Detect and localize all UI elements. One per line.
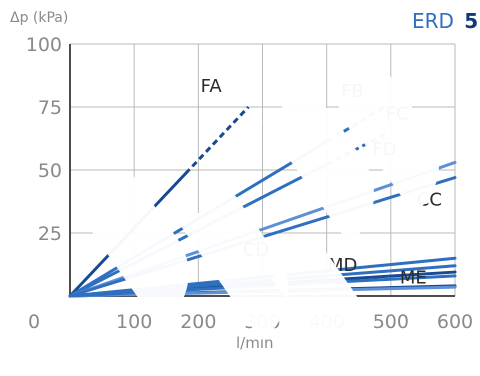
x-tick-label: 600	[437, 311, 473, 333]
x-tick-label: 500	[373, 311, 409, 333]
series-label-fa: FA	[201, 76, 223, 97]
x-axis-label: l/min	[236, 334, 274, 352]
y-axis-label: Δp (kPa)	[10, 10, 68, 26]
y-tick-label: 100	[26, 34, 62, 56]
x-tick-label: 100	[116, 311, 152, 333]
y-tick-label: 75	[38, 97, 62, 119]
series-label-me: ME	[400, 267, 427, 288]
chart-title: ERD 51	[412, 9, 480, 33]
x-tick-label: 200	[180, 311, 216, 333]
series-dashed-fa	[184, 105, 250, 175]
chart-title-prefix: ERD	[412, 9, 454, 33]
chart-title-number: 51	[464, 9, 480, 33]
y-tick-label: 25	[38, 223, 62, 245]
x-tick-label: 0	[28, 311, 40, 333]
y-tick-label: 50	[38, 160, 62, 182]
